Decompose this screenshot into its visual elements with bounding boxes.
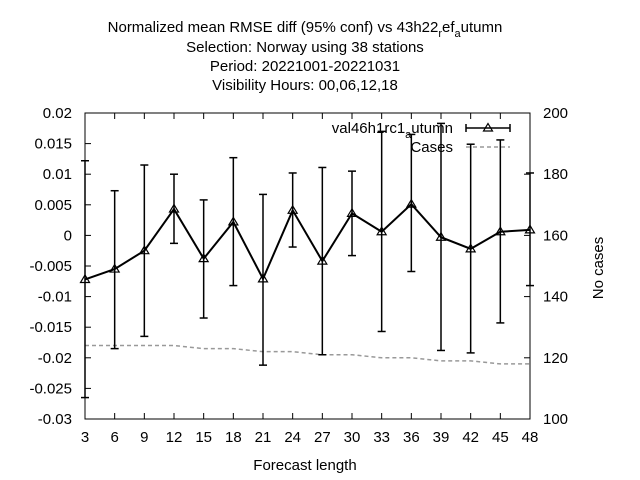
chart-title: Normalized mean RMSE diff (95% conf) vs …	[108, 19, 503, 94]
y2-axis-label: No cases	[590, 237, 607, 300]
y2-tick-label: 140	[543, 289, 568, 306]
title-line-2: Selection: Norway using 38 stations	[186, 39, 424, 56]
series-main	[79, 198, 536, 284]
x-tick-label: 21	[255, 429, 272, 446]
x-tick-label: 48	[522, 429, 539, 446]
y-tick-label: 0.02	[43, 105, 72, 122]
y-tick-label: 0.005	[34, 197, 72, 214]
cases-line	[85, 344, 530, 365]
series-cases	[85, 344, 530, 365]
y2-tick-label: 180	[543, 166, 568, 183]
x-tick-label: 12	[166, 429, 183, 446]
x-tick-label: 30	[344, 429, 361, 446]
triangle-marker	[465, 243, 477, 253]
legend-main-name: val46h1rc1	[332, 120, 405, 137]
x-tick-label: 42	[462, 429, 479, 446]
legend-triangle-marker	[482, 122, 494, 132]
title-line-3: Period: 20221001-20221031	[210, 58, 400, 75]
triangle-marker	[138, 245, 150, 255]
plot-frame	[84, 112, 531, 420]
title-line-1: Normalized mean RMSE diff (95% conf) vs …	[108, 19, 503, 40]
y2-tick-label: 120	[543, 350, 568, 367]
y-tick-label: 0.015	[34, 136, 72, 153]
x-tick-label: 18	[225, 429, 242, 446]
x-tick-label: 3	[81, 429, 89, 446]
triangle-marker	[346, 207, 358, 217]
y-tick-label: 0.01	[43, 166, 72, 183]
title-sub-a: a	[455, 28, 462, 40]
title-line-4: Visibility Hours: 00,06,12,18	[212, 77, 398, 94]
y2-axis: 100 120 140 160 180 200	[524, 105, 568, 428]
y-tick-label: -0.005	[29, 258, 72, 275]
triangle-marker	[287, 204, 299, 214]
triangle-marker	[316, 255, 328, 265]
title-sub-r: r	[438, 28, 442, 40]
y2-tick-label: 160	[543, 227, 568, 244]
y-tick-label: -0.025	[29, 380, 72, 397]
legend-label-main: val46h1rc1autumn	[332, 120, 453, 141]
x-tick-label: 45	[492, 429, 509, 446]
x-axis: 3 6 9 12 15 18 21 24 27 30 33 36 39 42 45 48	[81, 113, 539, 446]
x-tick-label: 24	[284, 429, 301, 446]
legend: val46h1rc1autumn Cases	[332, 120, 511, 156]
y-tick-label: -0.015	[29, 319, 72, 336]
triangle-marker	[494, 226, 506, 236]
main-line	[84, 202, 531, 282]
triangle-marker	[198, 252, 210, 263]
triangle-marker	[376, 226, 388, 236]
y2-tick-label: 100	[543, 411, 568, 428]
triangle-marker	[109, 263, 121, 273]
triangle-marker	[405, 198, 417, 208]
legend-main-sub: a	[405, 129, 412, 141]
x-tick-label: 36	[403, 429, 420, 446]
y-tick-label: 0	[64, 227, 72, 244]
x-tick-label: 9	[140, 429, 148, 446]
triangle-marker	[524, 224, 536, 234]
triangle-marker	[79, 273, 91, 284]
y-tick-label: -0.03	[38, 411, 72, 428]
legend-main-tail: utumn	[411, 120, 453, 137]
triangle-marker	[435, 231, 447, 241]
triangle-marker	[227, 216, 239, 226]
x-tick-label: 6	[110, 429, 118, 446]
legend-label-cases: Cases	[410, 139, 453, 156]
title-ef: ef	[442, 19, 455, 36]
x-tick-label: 15	[195, 429, 212, 446]
y-tick-label: -0.01	[38, 289, 72, 306]
x-axis-label: Forecast length	[253, 457, 356, 474]
series-errorbars	[81, 122, 534, 399]
title-main: Normalized mean RMSE diff (95% conf) vs …	[108, 19, 439, 36]
title-utumn: utumn	[461, 19, 503, 36]
y-axis: -0.03 -0.025 -0.02 -0.015 -0.01 -0.005 0 0.005 0…	[29, 105, 91, 428]
triangle-marker	[257, 273, 269, 283]
y2-tick-label: 200	[543, 105, 568, 122]
y-tick-label: -0.02	[38, 350, 72, 367]
x-tick-label: 27	[314, 429, 331, 446]
triangle-marker	[168, 203, 180, 213]
x-tick-label: 39	[433, 429, 450, 446]
x-tick-label: 33	[373, 429, 390, 446]
